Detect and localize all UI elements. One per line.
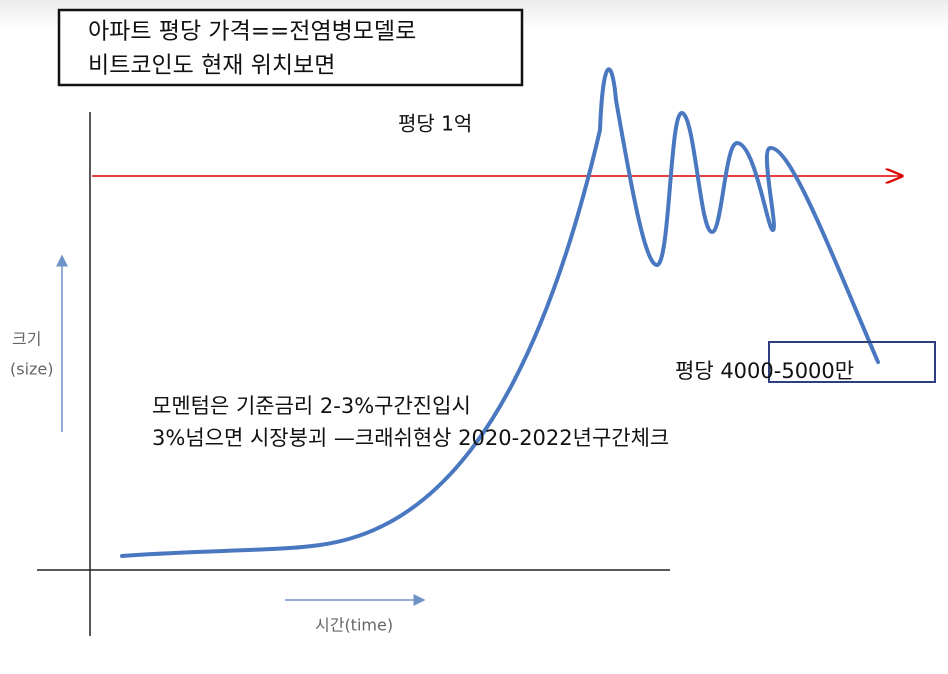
note-line: 아파트 평당 가격==전염병모델로 — [88, 19, 416, 45]
annotation-line: 모멘텀은 기준금리 2-3%구간진입시 — [152, 394, 471, 418]
note-line: 비트코인도 현재 위치보면 — [88, 53, 335, 79]
y-axis-label: (size) — [10, 360, 54, 379]
note-box — [57, 8, 524, 87]
top-price-label: 평당 1억 — [398, 112, 472, 136]
x-axis-label: 시간(time) — [315, 616, 393, 635]
annotation-line: 3%넘으면 시장붕괴 —크래쉬현상 2020-2022년구간체크 — [152, 426, 669, 450]
y-axis-label: 크기 — [12, 330, 41, 349]
epidemic-curve — [120, 67, 880, 558]
price-box — [768, 341, 936, 383]
bottom-price-label: 평당 4000-5000만 — [675, 359, 854, 383]
